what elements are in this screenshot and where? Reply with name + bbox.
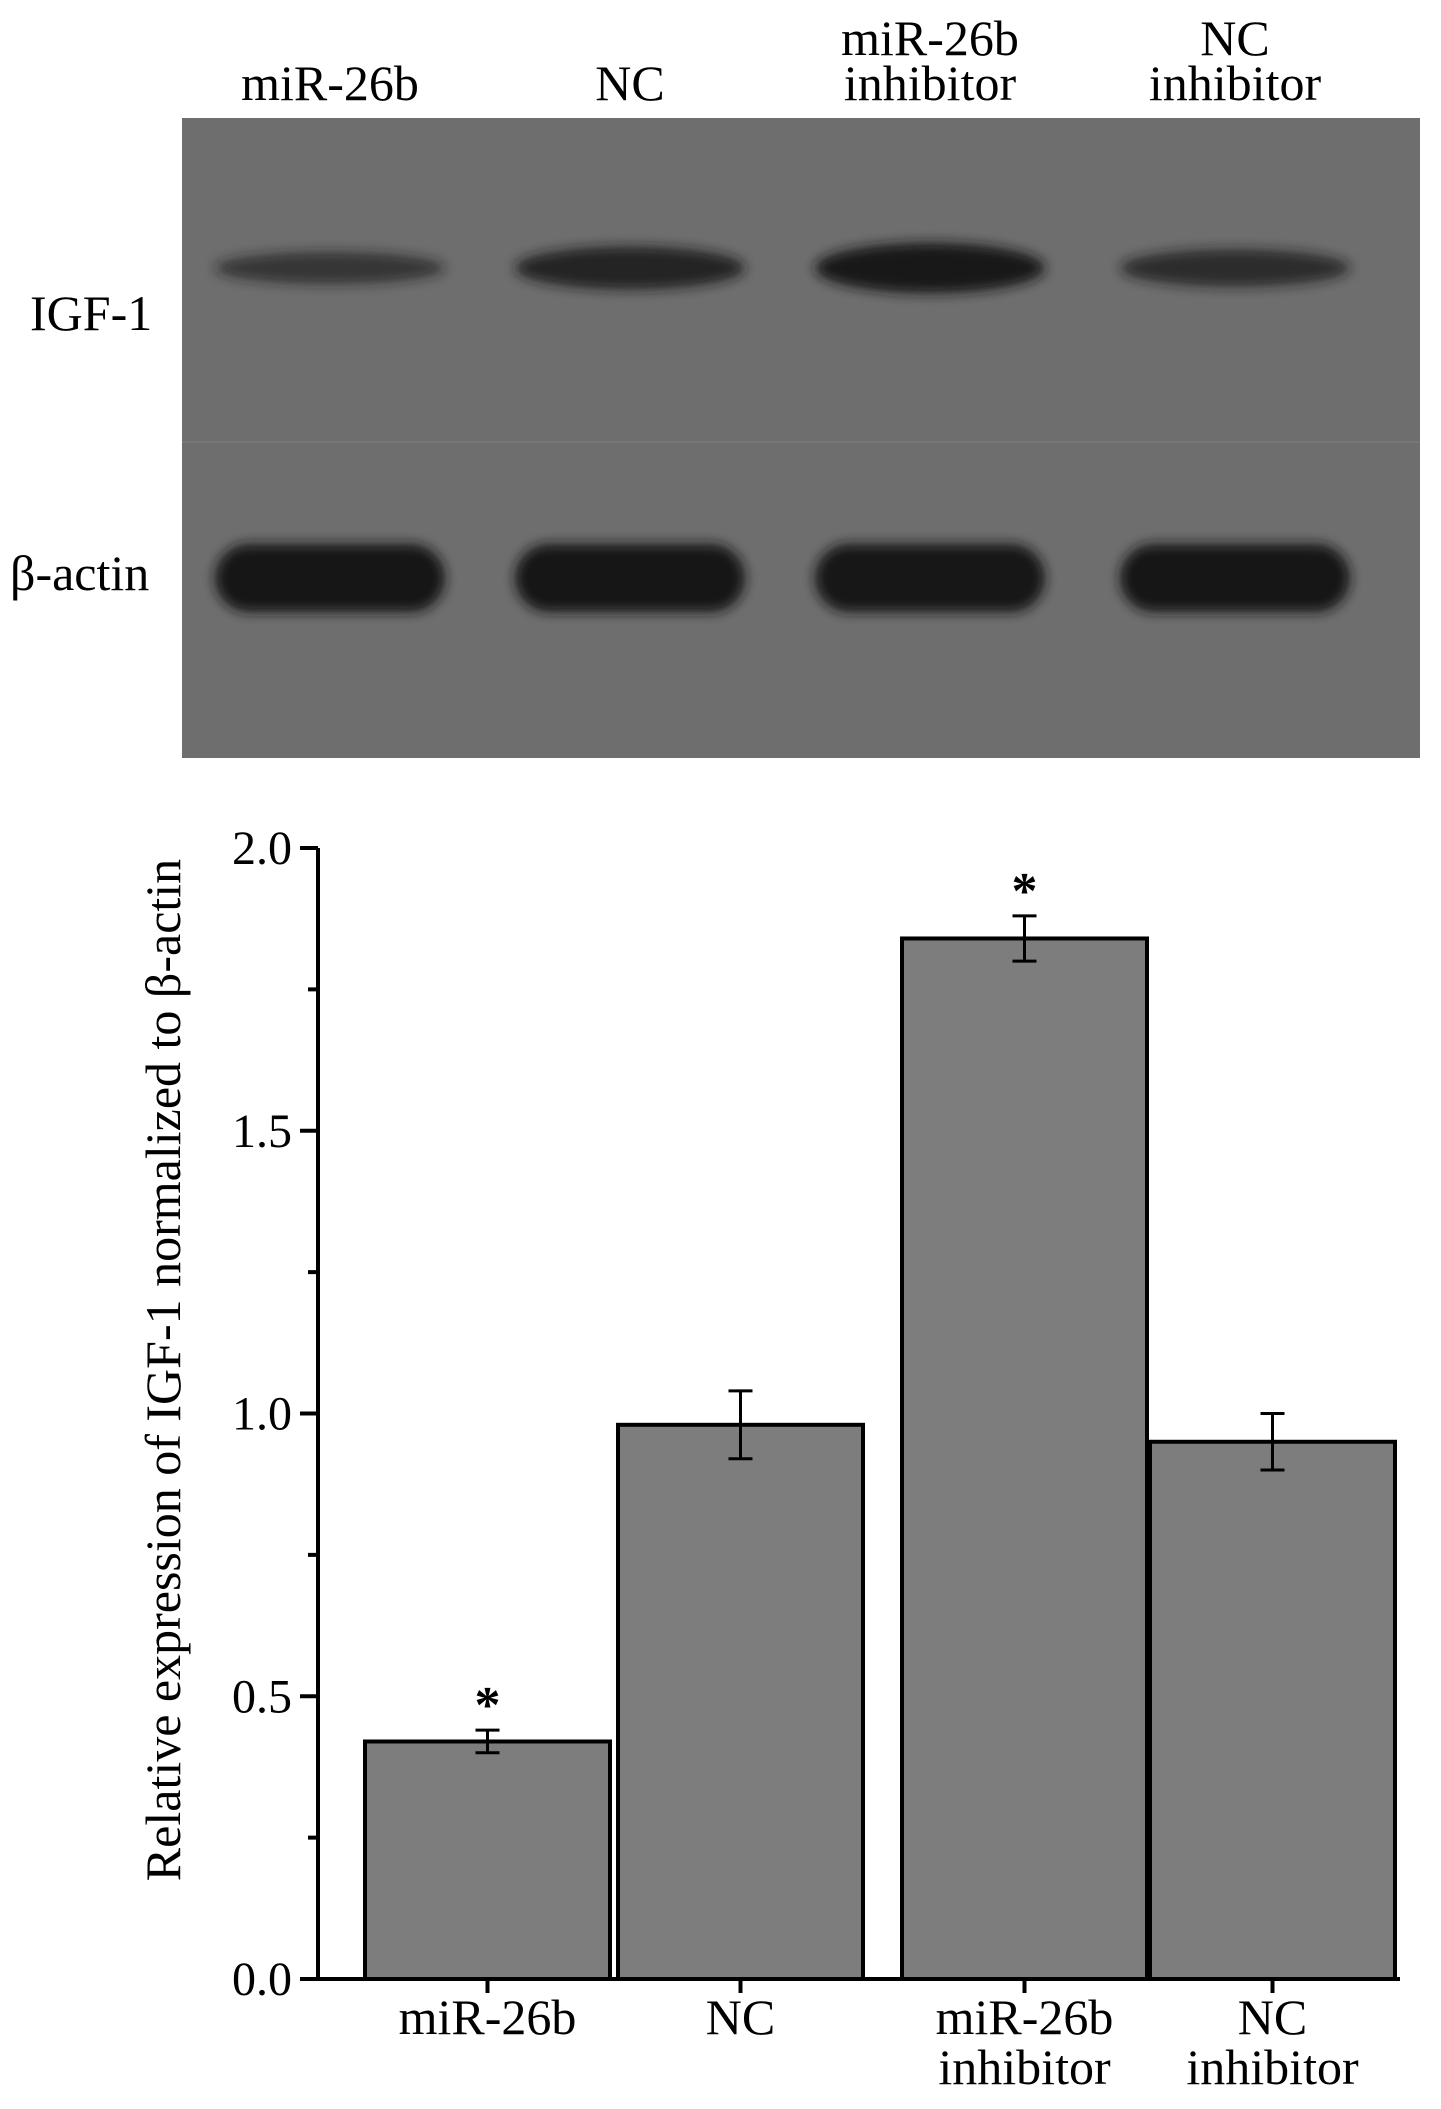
igf1-band-row [215, 242, 1350, 294]
blot-row-label-igf1: IGF-1 [30, 285, 152, 341]
x-tick-label: NC inhibitor [1186, 1989, 1359, 2095]
actin-band [215, 544, 445, 612]
x-tick-label: NC [706, 1989, 775, 2045]
actin-band-row [215, 544, 1350, 612]
igf1-band [215, 251, 445, 285]
significance-mark: * [475, 1677, 501, 1734]
error-bars [475, 914, 1285, 1755]
actin-band [1120, 544, 1350, 612]
significance-mark: * [1012, 863, 1038, 920]
x-tick-label: miR-26b inhibitor [936, 1989, 1114, 2095]
blot-lane-label: miR-26b inhibitor [841, 10, 1019, 111]
bar [900, 936, 1149, 1981]
blot-lane-label: NC [595, 55, 664, 111]
western-blot-panel: miR-26b NC miR-26b inhibitor NC inhibitor IGF… [10, 10, 1420, 758]
actin-band [815, 544, 1045, 612]
significance-marks: ** [475, 863, 1038, 1734]
bar-series [363, 936, 1397, 1982]
y-axis-label: Relative expression of IGF-1 normalized … [135, 859, 191, 1881]
x-axis-ticks [485, 1979, 1275, 1993]
blot-background [182, 118, 1420, 758]
y-tick-label: 1.0 [232, 1388, 292, 1441]
bar [616, 1422, 865, 1982]
actin-band [515, 544, 745, 612]
bar [363, 1739, 612, 1981]
x-axis-labels: miR-26b NC miR-26b inhibitor NC inhibitor [399, 1989, 1359, 2095]
y-tick-label: 2.0 [232, 822, 292, 875]
y-tick-label: 0.5 [232, 1670, 292, 1723]
blot-lane-label: NC inhibitor [1149, 10, 1322, 111]
y-tick-label: 0.0 [232, 1953, 292, 2006]
bar [1148, 1439, 1397, 1981]
blot-lane-label: miR-26b [241, 55, 419, 111]
y-tick-label: 1.5 [232, 1105, 292, 1158]
x-tick-label: miR-26b [399, 1989, 577, 2045]
igf1-band [815, 242, 1045, 294]
y-axis-ticks: 0.0 0.5 1.0 1.5 2.0 [232, 822, 318, 2006]
igf1-band [515, 246, 745, 290]
igf1-band [1120, 249, 1350, 287]
blot-lane-labels: miR-26b NC miR-26b inhibitor NC inhibitor [241, 10, 1321, 111]
bar-chart: Relative expression of IGF-1 normalized … [135, 822, 1400, 2095]
blot-row-label-actin: β-actin [10, 545, 149, 601]
